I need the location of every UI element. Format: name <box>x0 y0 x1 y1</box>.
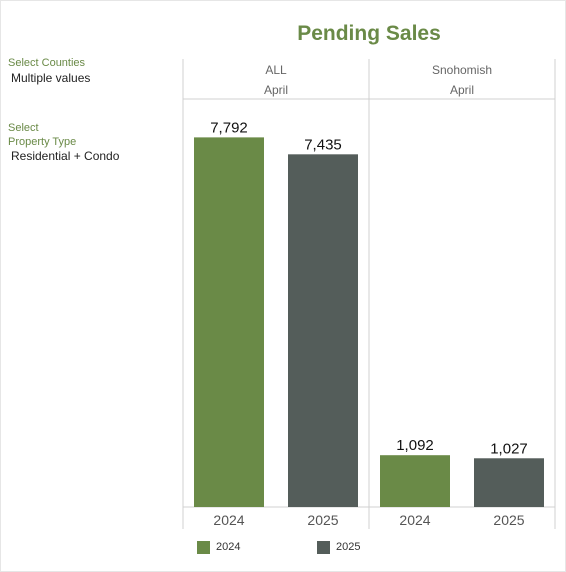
data-label-all-2025: 7,435 <box>304 136 342 153</box>
property-type-filter-value[interactable]: Residential + Condo <box>11 149 120 163</box>
legend-swatch-2025 <box>317 540 330 554</box>
data-label-snohomish-2025: 1,027 <box>490 440 528 457</box>
bar-all-2025[interactable] <box>288 154 358 508</box>
panel-header-county-all: ALL <box>265 63 287 77</box>
chart-title: Pending Sales <box>297 22 441 45</box>
panel-header-county-snohomish: Snohomish <box>431 63 493 77</box>
x-tick-label-all-2024: 2024 <box>213 512 244 528</box>
legend-item-2024: 2024 <box>197 540 240 554</box>
counties-filter-value[interactable]: Multiple values <box>11 71 91 85</box>
legend-swatch-2024 <box>197 540 210 554</box>
x-tick-label-snohomish-2024: 2024 <box>399 512 430 528</box>
counties-filter-label: Select Counties <box>8 57 86 69</box>
x-tick-label-snohomish-2025: 2025 <box>493 512 524 528</box>
property-type-filter-label-line1: Select <box>8 122 39 134</box>
panel-header-month-all: April <box>263 83 288 97</box>
property-type-filter-label-line2: Property Type <box>8 136 77 148</box>
legend-label-2024: 2024 <box>216 541 241 553</box>
legend-item-2025: 2025 <box>317 540 360 554</box>
x-tick-label-all-2025: 2025 <box>307 512 338 528</box>
bar-snohomish-2025[interactable] <box>474 458 544 507</box>
bar-all-2024[interactable] <box>194 137 264 507</box>
data-label-snohomish-2024: 1,092 <box>396 437 434 454</box>
data-label-all-2024: 7,792 <box>210 119 248 136</box>
bar-snohomish-2024[interactable] <box>380 455 450 507</box>
legend-label-2025: 2025 <box>336 541 361 553</box>
panel-header-month-snohomish: April <box>449 83 474 97</box>
